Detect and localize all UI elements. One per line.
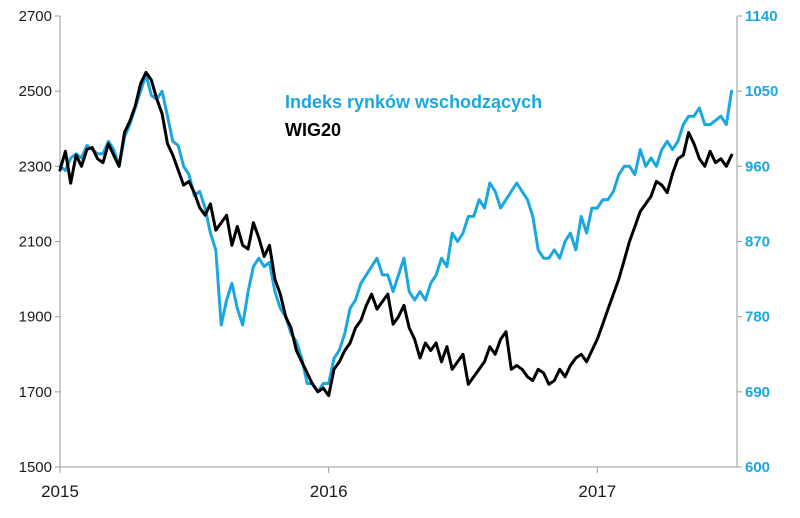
left-tick-label: 2500 xyxy=(19,83,52,100)
right-tick-label: 1140 xyxy=(745,8,778,25)
legend-label-wig20: WIG20 xyxy=(285,120,341,140)
left-tick-label: 1500 xyxy=(19,459,52,476)
left-tick-label: 1700 xyxy=(19,384,52,401)
legend: Indeks rynków wschodzących WIG20 xyxy=(285,92,542,140)
right-tick-label: 600 xyxy=(745,459,770,476)
right-tick-label: 780 xyxy=(745,309,770,326)
series-line-wig20 xyxy=(58,70,734,398)
right-tick-label: 690 xyxy=(745,384,770,401)
x-tick-label: 2016 xyxy=(310,482,348,501)
legend-label-em-index: Indeks rynków wschodzących xyxy=(285,92,542,112)
left-tick-label: 1900 xyxy=(19,309,52,326)
left-tick-label: 2700 xyxy=(19,8,52,25)
left-tick-label: 2100 xyxy=(19,234,52,251)
x-tick-label: 2017 xyxy=(578,482,616,501)
left-tick-label: 2300 xyxy=(19,158,52,175)
right-tick-label: 870 xyxy=(745,234,770,251)
right-tick-label: 960 xyxy=(745,158,770,175)
right-tick-label: 1050 xyxy=(745,83,778,100)
x-tick-label: 2015 xyxy=(41,482,79,501)
series-layer xyxy=(58,70,734,398)
series-line-em-index xyxy=(58,73,734,394)
axes: 1500 1700 1900 2100 2300 2500 2700 600 690 780 870… xyxy=(19,8,779,501)
